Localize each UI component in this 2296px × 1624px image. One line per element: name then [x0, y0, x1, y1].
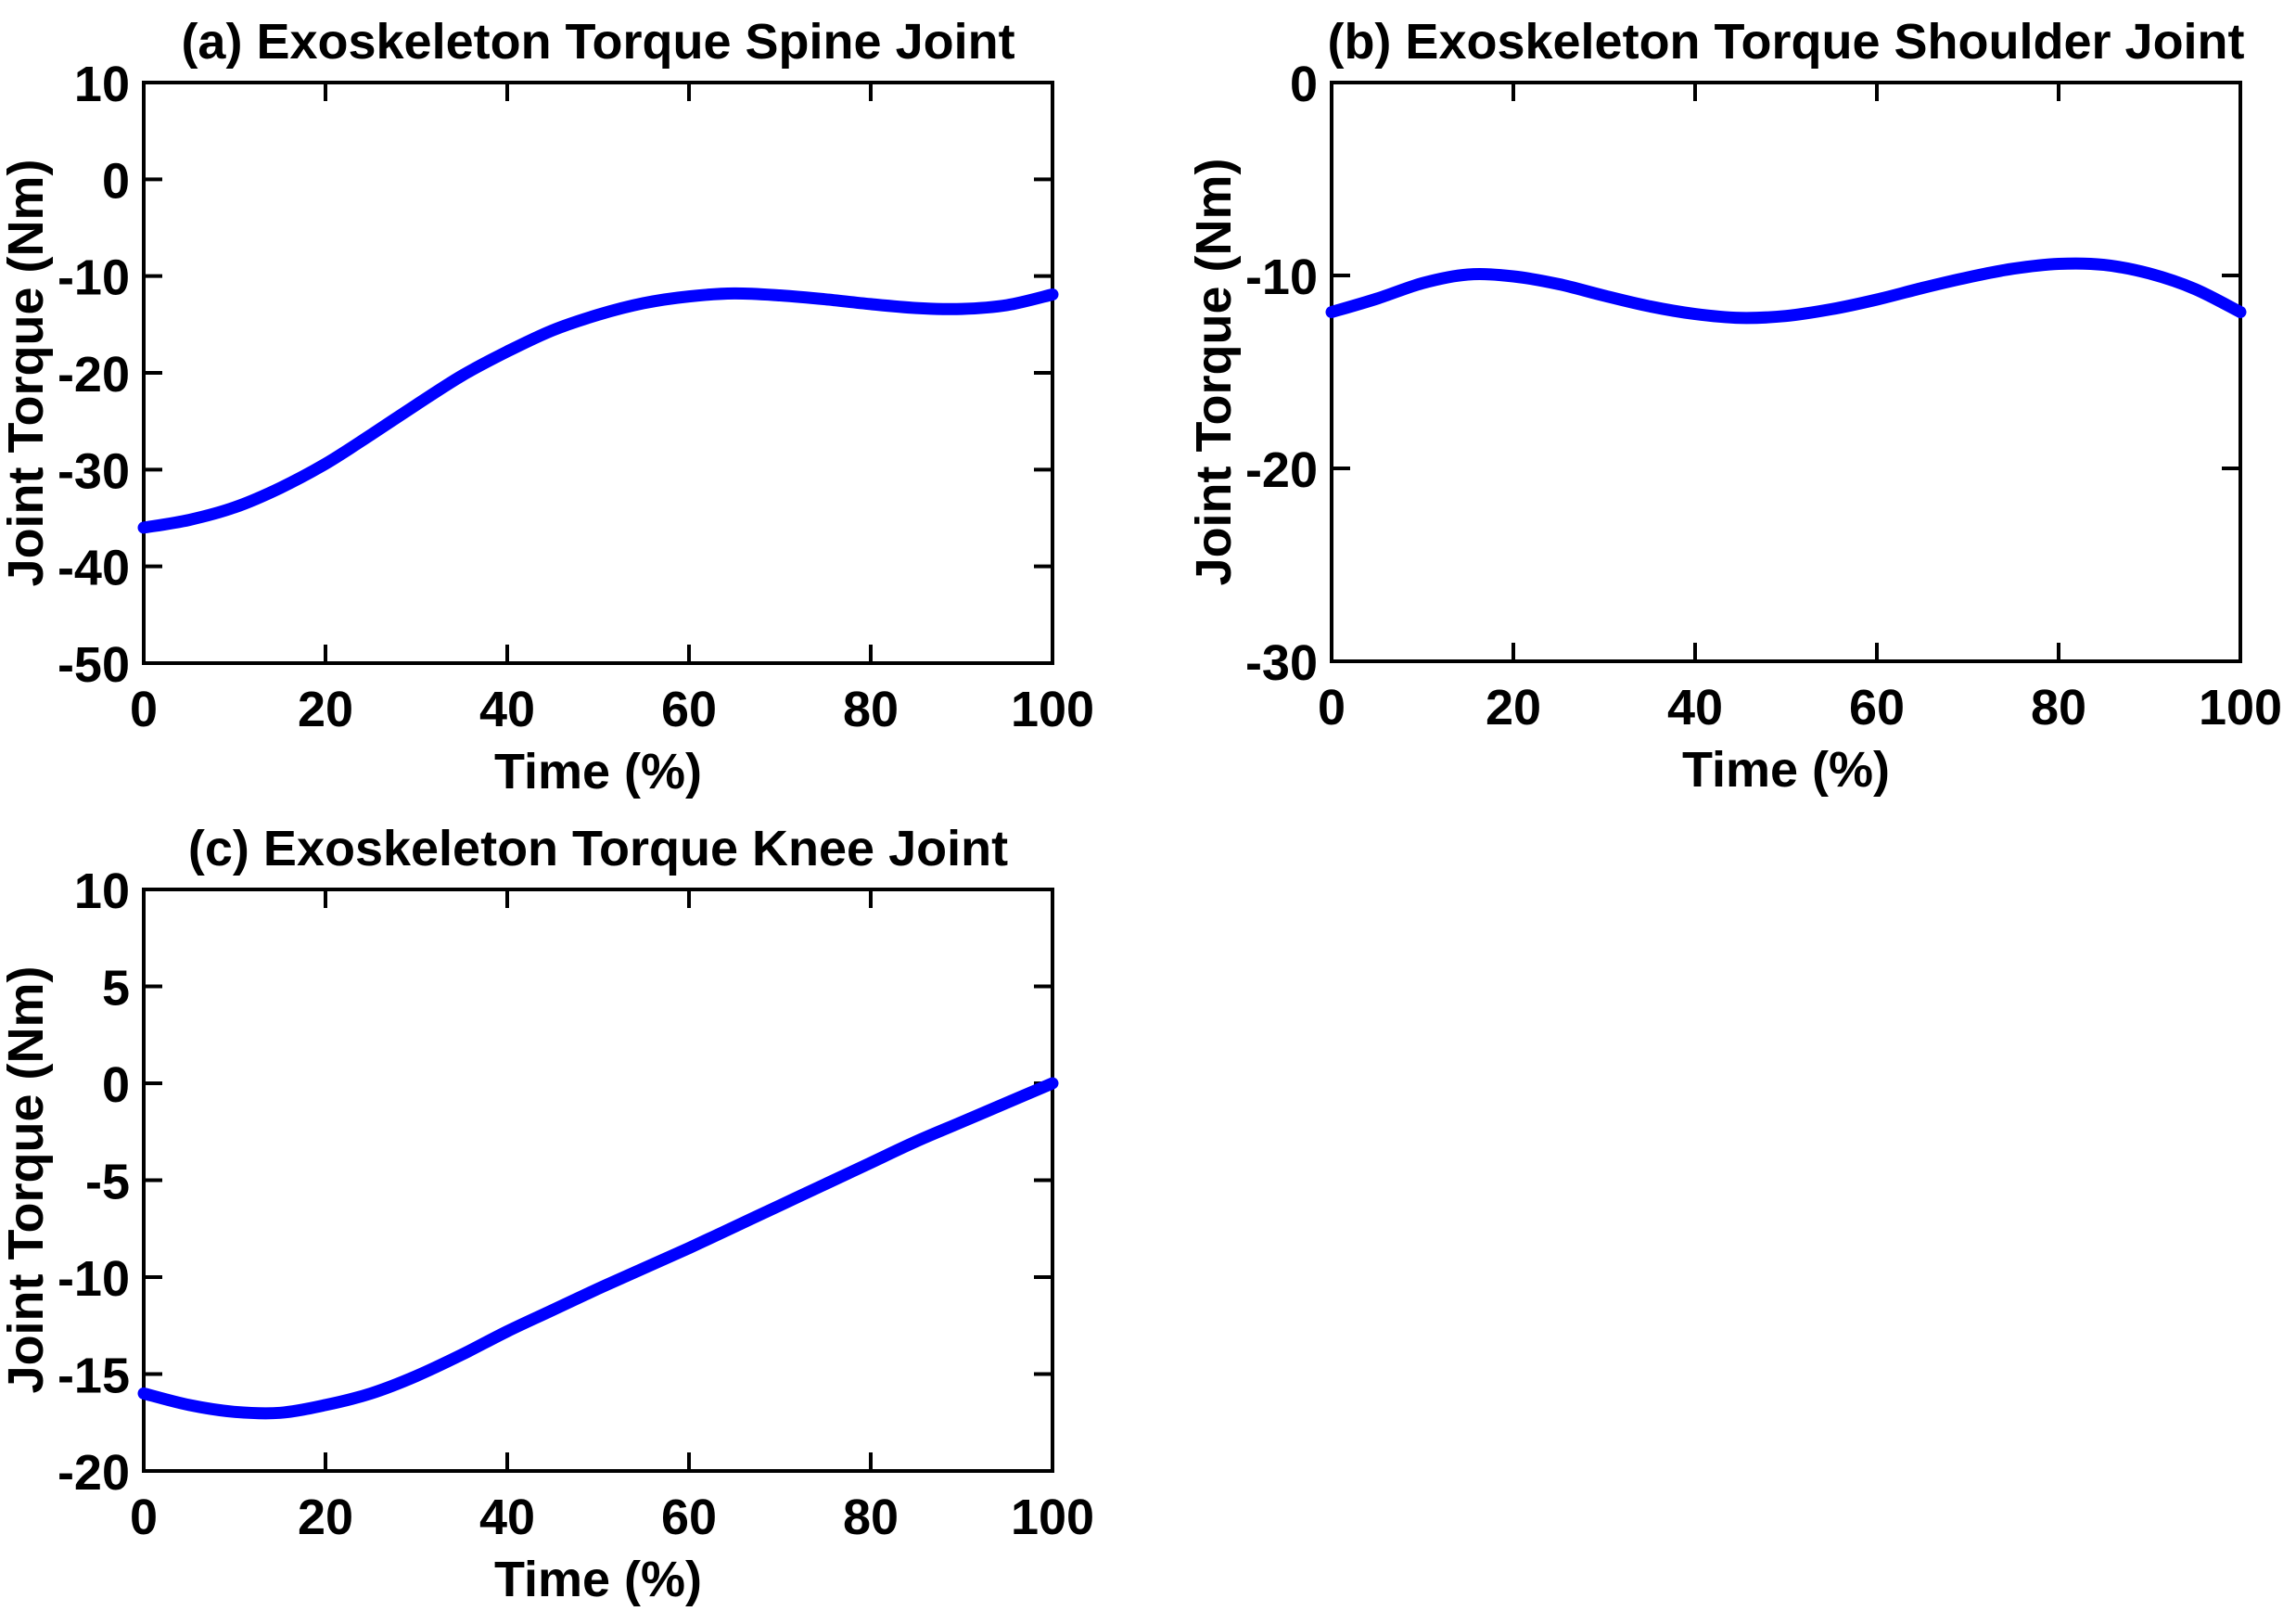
- plot-box: [142, 888, 1054, 1473]
- y-tick-label: -30: [1245, 635, 1318, 691]
- chart-shoulder-joint: 0 20 40 60 80 100 0 -10 -20 -30 (b) Exoskeleton T…: [1186, 14, 2282, 798]
- x-tick-label: 20: [298, 1490, 353, 1545]
- y-tick-label: -40: [57, 541, 130, 596]
- x-tick-label: 20: [298, 682, 353, 737]
- x-tick-label: 60: [661, 682, 717, 737]
- x-axis-label: Time (%): [1682, 742, 1890, 798]
- y-tick-label: -30: [57, 443, 130, 499]
- y-tick-label: -10: [1245, 249, 1318, 305]
- y-tick-label: -50: [57, 637, 130, 693]
- y-tick-label: 5: [102, 961, 130, 1017]
- y-tick-label: 0: [102, 1057, 130, 1113]
- plot-area: 0 20 40 60 80 100 0 -10 -20 -30: [1245, 57, 2282, 735]
- chart-knee-joint: 0 20 40 60 80 100 10 5 0 -5 -10 -15 -20 (c) Exoskele…: [0, 821, 1094, 1607]
- torque-curve: [137, 1077, 1059, 1420]
- x-tick-label: 0: [130, 1490, 158, 1545]
- x-tick-label: 80: [843, 682, 899, 737]
- y-tick-label: -20: [57, 1445, 130, 1501]
- x-tick-label: 20: [1486, 680, 1541, 735]
- x-tick-label: 40: [479, 1490, 535, 1545]
- y-axis-label: Joint Torque (Nm): [0, 160, 54, 587]
- y-tick-label: 10: [74, 57, 130, 112]
- chart-title: (b) Exoskeleton Torque Shoulder Joint: [1327, 14, 2244, 70]
- y-tick-label: -20: [57, 347, 130, 403]
- y-tick-label: -5: [85, 1155, 130, 1210]
- x-tick-label: 40: [479, 682, 535, 737]
- x-axis-label: Time (%): [494, 744, 702, 799]
- chart-title: (a) Exoskeleton Torque Spine Joint: [181, 14, 1014, 70]
- y-tick-label: 0: [102, 153, 130, 209]
- plot-box: [1330, 81, 2242, 663]
- y-tick-label: -15: [57, 1349, 130, 1404]
- plot-area: 0 20 40 60 80 100 10 5 0 -5 -10 -15 -20: [57, 863, 1094, 1545]
- x-tick-label: 100: [2199, 680, 2282, 735]
- y-tick-label: -10: [57, 250, 130, 306]
- y-tick-label: 0: [1290, 57, 1318, 112]
- x-tick-label: 80: [2031, 680, 2086, 735]
- x-tick-label: 0: [130, 682, 158, 737]
- x-tick-label: 100: [1011, 682, 1094, 737]
- x-tick-label: 40: [1667, 680, 1723, 735]
- y-tick-label: 10: [74, 863, 130, 919]
- y-tick-label: -20: [1245, 442, 1318, 498]
- torque-curve: [137, 287, 1059, 534]
- torque-curve: [1325, 257, 2247, 325]
- y-axis-label: Joint Torque (Nm): [0, 966, 54, 1394]
- x-tick-label: 60: [661, 1490, 717, 1545]
- plot-box: [142, 81, 1054, 665]
- x-tick-label: 100: [1011, 1490, 1094, 1545]
- y-axis-label: Joint Torque (Nm): [1186, 159, 1242, 586]
- x-tick-label: 0: [1318, 680, 1346, 735]
- x-tick-label: 80: [843, 1490, 899, 1545]
- x-axis-label: Time (%): [494, 1552, 702, 1607]
- chart-title: (c) Exoskeleton Torque Knee Joint: [188, 821, 1008, 876]
- x-tick-label: 60: [1849, 680, 1905, 735]
- y-tick-label: -10: [57, 1251, 130, 1307]
